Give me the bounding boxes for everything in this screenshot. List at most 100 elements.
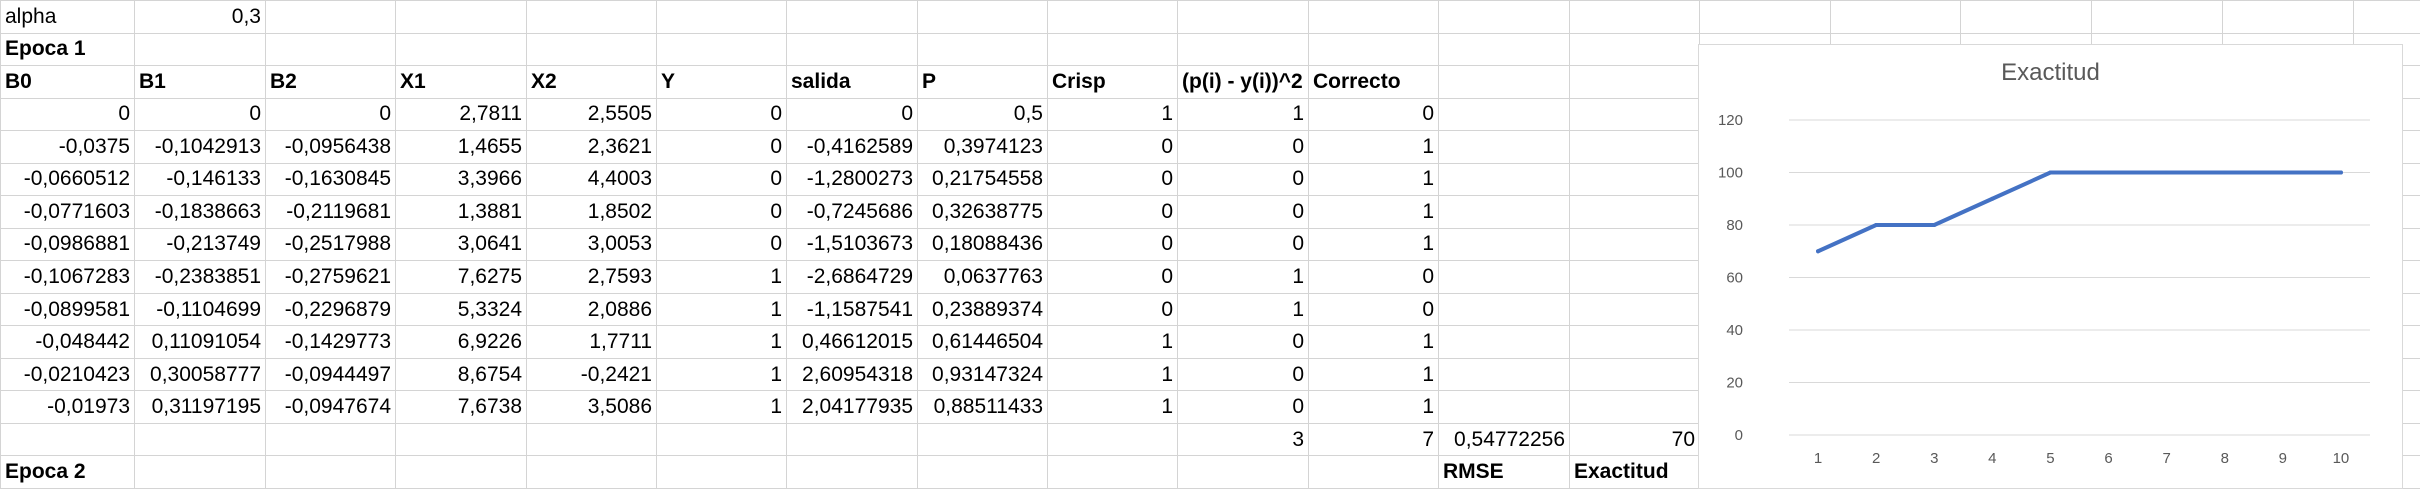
cell-r6-c2[interactable]: -0,146133 <box>134 162 266 197</box>
cell-r6-c10[interactable]: 0 <box>1177 162 1309 197</box>
cell-r8-c13[interactable] <box>1569 227 1700 262</box>
cell-r11-c2[interactable]: 0,11091054 <box>134 325 266 359</box>
cell-r12-c9[interactable]: 1 <box>1047 357 1178 392</box>
cell-r10-c3[interactable]: -0,2296879 <box>265 292 396 327</box>
cell-r2-c5[interactable] <box>526 32 657 67</box>
cell-r1-c14[interactable] <box>1699 0 1831 34</box>
cell-r1-c9[interactable] <box>1047 0 1178 34</box>
cell-r1-c15[interactable] <box>1830 0 1961 34</box>
cell-r2-c4[interactable] <box>395 32 527 67</box>
cell-r5-c9[interactable]: 0 <box>1047 130 1178 164</box>
cell-r3-c10[interactable]: (p(i) - y(i))^2 <box>1177 65 1309 99</box>
cell-r12-c6[interactable]: 1 <box>656 357 787 392</box>
cell-r7-c3[interactable]: -0,2119681 <box>265 195 396 229</box>
cell-r10-c1[interactable]: -0,0899581 <box>0 292 135 327</box>
cell-r1-c16[interactable] <box>1960 0 2092 34</box>
cell-r1-c10[interactable] <box>1177 0 1309 34</box>
cell-r12-c3[interactable]: -0,0944497 <box>265 357 396 392</box>
cell-r3-c11[interactable]: Correcto <box>1308 65 1439 99</box>
cell-r4-c4[interactable]: 2,7811 <box>395 97 527 132</box>
cell-r12-c1[interactable]: -0,0210423 <box>0 357 135 392</box>
cell-r11-c11[interactable]: 1 <box>1308 325 1439 359</box>
cell-r2-c13[interactable] <box>1569 32 1700 67</box>
cell-r11-c3[interactable]: -0,1429773 <box>265 325 396 359</box>
cell-r9-c2[interactable]: -0,2383851 <box>134 260 266 294</box>
cell-r6-c6[interactable]: 0 <box>656 162 787 197</box>
cell-r11-c1[interactable]: -0,048442 <box>0 325 135 359</box>
cell-r14-c5[interactable] <box>526 422 657 457</box>
cell-r3-c2[interactable]: B1 <box>134 65 266 99</box>
cell-r10-c12[interactable] <box>1438 292 1570 327</box>
cell-r11-c5[interactable]: 1,7711 <box>526 325 657 359</box>
cell-r4-c10[interactable]: 1 <box>1177 97 1309 132</box>
cell-r5-c10[interactable]: 0 <box>1177 130 1309 164</box>
cell-r9-c11[interactable]: 0 <box>1308 260 1439 294</box>
cell-r1-c3[interactable] <box>265 0 396 34</box>
cell-r5-c1[interactable]: -0,0375 <box>0 130 135 164</box>
cell-r15-c5[interactable] <box>526 455 657 489</box>
cell-r6-c3[interactable]: -0,1630845 <box>265 162 396 197</box>
cell-r13-c12[interactable] <box>1438 390 1570 424</box>
cell-r3-c9[interactable]: Crisp <box>1047 65 1178 99</box>
cell-r5-c13[interactable] <box>1569 130 1700 164</box>
cell-r6-c9[interactable]: 0 <box>1047 162 1178 197</box>
cell-r15-c4[interactable] <box>395 455 527 489</box>
cell-r9-c12[interactable] <box>1438 260 1570 294</box>
cell-r14-c7[interactable] <box>786 422 918 457</box>
cell-r9-c7[interactable]: -2,6864729 <box>786 260 918 294</box>
cell-r2-c2[interactable] <box>134 32 266 67</box>
cell-r13-c9[interactable]: 1 <box>1047 390 1178 424</box>
cell-r8-c7[interactable]: -1,5103673 <box>786 227 918 262</box>
cell-r14-c11[interactable]: 7 <box>1308 422 1439 457</box>
cell-r12-c11[interactable]: 1 <box>1308 357 1439 392</box>
cell-r11-c7[interactable]: 0,46612015 <box>786 325 918 359</box>
cell-r10-c8[interactable]: 0,23889374 <box>917 292 1048 327</box>
cell-r1-c18[interactable] <box>2222 0 2354 34</box>
cell-r1-c19[interactable] <box>2353 0 2420 34</box>
cell-r10-c6[interactable]: 1 <box>656 292 787 327</box>
cell-r13-c11[interactable]: 1 <box>1308 390 1439 424</box>
cell-r9-c1[interactable]: -0,1067283 <box>0 260 135 294</box>
cell-r6-c12[interactable] <box>1438 162 1570 197</box>
cell-r12-c12[interactable] <box>1438 357 1570 392</box>
cell-r7-c7[interactable]: -0,7245686 <box>786 195 918 229</box>
cell-r11-c8[interactable]: 0,61446504 <box>917 325 1048 359</box>
cell-r8-c2[interactable]: -0,213749 <box>134 227 266 262</box>
cell-r12-c2[interactable]: 0,30058777 <box>134 357 266 392</box>
cell-r8-c5[interactable]: 3,0053 <box>526 227 657 262</box>
cell-r13-c3[interactable]: -0,0947674 <box>265 390 396 424</box>
cell-r12-c4[interactable]: 8,6754 <box>395 357 527 392</box>
cell-r15-c7[interactable] <box>786 455 918 489</box>
cell-r4-c6[interactable]: 0 <box>656 97 787 132</box>
cell-r7-c6[interactable]: 0 <box>656 195 787 229</box>
cell-r10-c11[interactable]: 0 <box>1308 292 1439 327</box>
cell-r3-c13[interactable] <box>1569 65 1700 99</box>
cell-r6-c8[interactable]: 0,21754558 <box>917 162 1048 197</box>
cell-r9-c8[interactable]: 0,0637763 <box>917 260 1048 294</box>
cell-r15-c1[interactable]: Epoca 2 <box>0 455 135 489</box>
cell-r15-c11[interactable] <box>1308 455 1439 489</box>
cell-r4-c9[interactable]: 1 <box>1047 97 1178 132</box>
cell-r5-c4[interactable]: 1,4655 <box>395 130 527 164</box>
cell-r2-c9[interactable] <box>1047 32 1178 67</box>
cell-r8-c1[interactable]: -0,0986881 <box>0 227 135 262</box>
cell-r4-c2[interactable]: 0 <box>134 97 266 132</box>
cell-r2-c8[interactable] <box>917 32 1048 67</box>
cell-r3-c5[interactable]: X2 <box>526 65 657 99</box>
cell-r10-c9[interactable]: 0 <box>1047 292 1178 327</box>
cell-r1-c6[interactable] <box>656 0 787 34</box>
cell-r10-c5[interactable]: 2,0886 <box>526 292 657 327</box>
cell-r15-c9[interactable] <box>1047 455 1178 489</box>
cell-r4-c12[interactable] <box>1438 97 1570 132</box>
cell-r14-c10[interactable]: 3 <box>1177 422 1309 457</box>
cell-r2-c6[interactable] <box>656 32 787 67</box>
cell-r15-c8[interactable] <box>917 455 1048 489</box>
cell-r14-c13[interactable]: 70 <box>1569 422 1700 457</box>
cell-r3-c8[interactable]: P <box>917 65 1048 99</box>
cell-r6-c11[interactable]: 1 <box>1308 162 1439 197</box>
cell-r2-c12[interactable] <box>1438 32 1570 67</box>
cell-r7-c12[interactable] <box>1438 195 1570 229</box>
cell-r4-c3[interactable]: 0 <box>265 97 396 132</box>
cell-r8-c9[interactable]: 0 <box>1047 227 1178 262</box>
cell-r1-c11[interactable] <box>1308 0 1439 34</box>
